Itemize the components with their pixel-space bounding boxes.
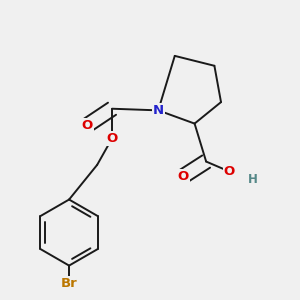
Text: O: O — [82, 119, 93, 132]
Text: H: H — [248, 173, 257, 186]
Text: O: O — [177, 170, 189, 183]
Text: Br: Br — [61, 277, 77, 290]
Text: O: O — [106, 132, 118, 145]
Text: O: O — [224, 165, 235, 178]
Text: N: N — [153, 104, 164, 117]
